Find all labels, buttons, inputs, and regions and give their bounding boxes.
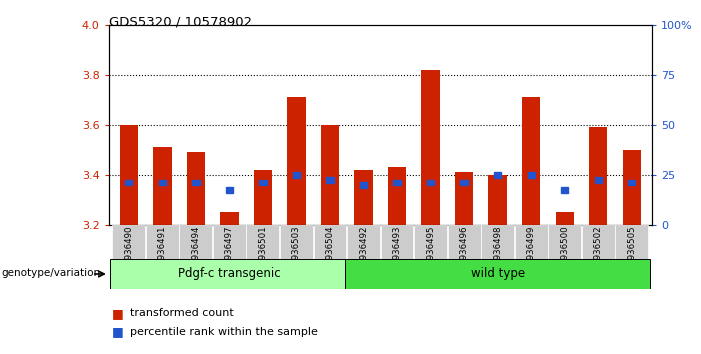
Bar (259, 179, 266, 185)
Text: GSM936491: GSM936491 (158, 226, 167, 278)
Bar (455, 172, 473, 225)
Bar (125, 179, 132, 185)
Bar (427, 179, 435, 185)
Bar (421, 70, 440, 225)
Bar (414, 225, 447, 260)
Bar (158, 179, 166, 185)
Bar (494, 172, 501, 178)
Bar (589, 127, 608, 225)
Bar (528, 172, 535, 178)
Text: Pdgf-c transgenic: Pdgf-c transgenic (178, 268, 280, 280)
Bar (555, 212, 574, 225)
Bar (146, 225, 179, 260)
Text: GSM936503: GSM936503 (292, 226, 301, 279)
Bar (622, 150, 641, 225)
Bar (481, 225, 514, 260)
Text: GSM936492: GSM936492 (359, 226, 368, 278)
Bar (110, 259, 345, 289)
Bar (326, 177, 334, 183)
Bar (192, 179, 200, 185)
Bar (393, 179, 401, 185)
Text: GSM936496: GSM936496 (460, 226, 469, 278)
Text: GSM936499: GSM936499 (526, 226, 536, 278)
Bar (461, 179, 468, 185)
Bar (153, 147, 172, 225)
Bar (561, 187, 569, 193)
Bar (548, 225, 581, 260)
Bar (120, 125, 138, 225)
Bar (354, 170, 373, 225)
Bar (522, 97, 540, 225)
Bar (594, 177, 602, 183)
Bar (226, 187, 233, 193)
Text: GSM936498: GSM936498 (494, 226, 502, 278)
Bar (179, 225, 212, 260)
Text: GSM936495: GSM936495 (426, 226, 435, 278)
Text: GSM936505: GSM936505 (627, 226, 637, 279)
Bar (360, 182, 367, 188)
Text: GSM936500: GSM936500 (560, 226, 569, 279)
Text: GSM936502: GSM936502 (594, 226, 603, 279)
Text: GDS5320 / 10578902: GDS5320 / 10578902 (109, 16, 252, 29)
Bar (313, 225, 346, 260)
Text: genotype/variation: genotype/variation (1, 268, 100, 278)
Bar (615, 225, 648, 260)
Bar (254, 170, 272, 225)
Text: ■: ■ (112, 307, 124, 320)
Bar (247, 225, 280, 260)
Bar (347, 225, 380, 260)
Text: GSM936504: GSM936504 (325, 226, 334, 279)
Text: GSM936494: GSM936494 (191, 226, 200, 278)
Bar (515, 225, 547, 260)
Bar (293, 172, 300, 178)
Text: GSM936497: GSM936497 (225, 226, 234, 278)
Bar (287, 97, 306, 225)
Bar (213, 225, 246, 260)
Bar (321, 125, 339, 225)
Bar (582, 225, 615, 260)
Bar (489, 175, 507, 225)
Text: ■: ■ (112, 325, 124, 338)
Bar (220, 212, 238, 225)
Text: GSM936493: GSM936493 (393, 226, 402, 278)
Bar (628, 179, 636, 185)
Bar (381, 225, 414, 260)
Bar (112, 225, 145, 260)
Bar (448, 225, 481, 260)
Bar (345, 259, 651, 289)
Text: wild type: wild type (470, 268, 525, 280)
Text: GSM936501: GSM936501 (259, 226, 267, 279)
Text: percentile rank within the sample: percentile rank within the sample (130, 327, 318, 337)
Bar (280, 225, 313, 260)
Text: GSM936490: GSM936490 (124, 226, 133, 278)
Bar (388, 167, 407, 225)
Bar (186, 152, 205, 225)
Text: transformed count: transformed count (130, 308, 233, 318)
